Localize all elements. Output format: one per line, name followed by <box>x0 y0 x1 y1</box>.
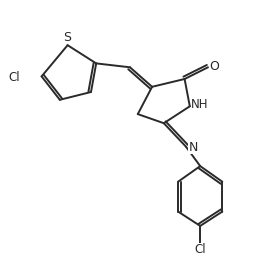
Text: Cl: Cl <box>9 71 20 84</box>
Text: Cl: Cl <box>194 243 206 256</box>
Text: N: N <box>188 141 198 154</box>
Text: O: O <box>210 59 219 73</box>
Text: S: S <box>64 31 72 44</box>
Text: NH: NH <box>191 99 209 112</box>
